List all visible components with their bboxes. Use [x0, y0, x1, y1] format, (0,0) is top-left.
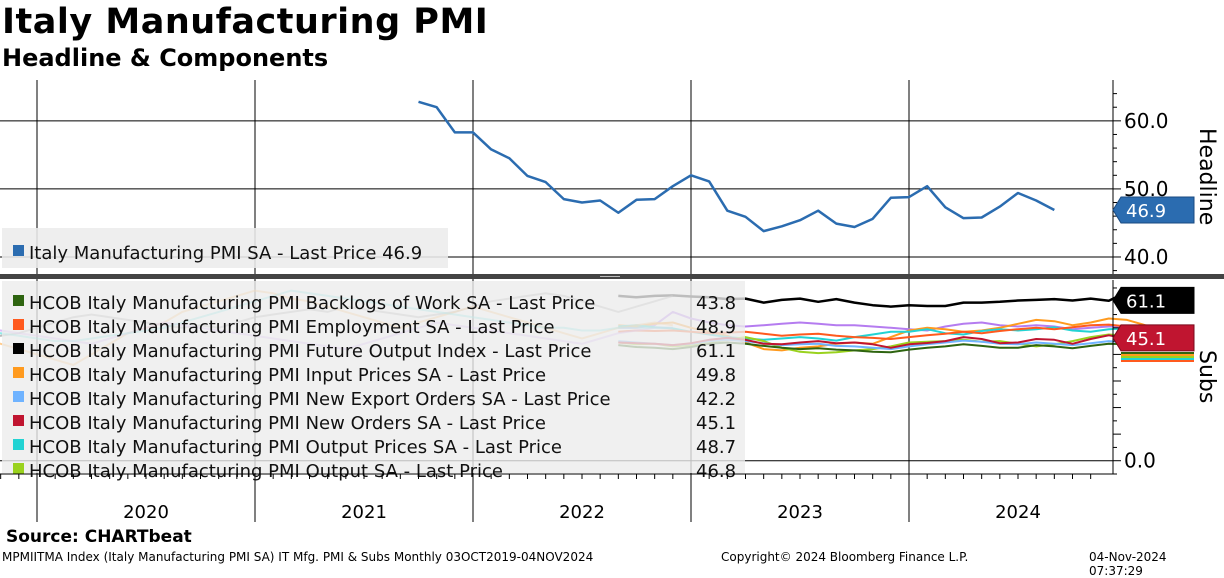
axis-title-subs: Subs [1194, 350, 1219, 403]
footer-index-info: MPMIITMA Index (Italy Manufacturing PMI … [2, 550, 594, 564]
legend-swatch-output [13, 463, 24, 474]
axis-title-headline: Headline [1194, 128, 1219, 225]
headline-line [418, 100, 1055, 233]
legend-value-backlogs: 43.8 [696, 293, 736, 314]
legend-label-outprices: HCOB Italy Manufacturing PMI Output Pric… [29, 437, 562, 458]
chart-subtitle: Headline & Components [2, 44, 329, 72]
tag-neworders: 45.1 [1112, 324, 1195, 352]
tag-stripe-4 [1121, 360, 1194, 362]
x-axis-labels: 2020 2021 2022 2023 2024 [123, 502, 1041, 523]
footer-copyright: Copyright© 2024 Bloomberg Finance L.P. [721, 550, 969, 564]
subs-legend: HCOB Italy Manufacturing PMI Backlogs of… [13, 293, 736, 482]
x-label-2022: 2022 [559, 502, 605, 523]
legend-swatch-future [13, 343, 24, 354]
x-label-2021: 2021 [341, 502, 387, 523]
legend-value-neworders: 45.1 [696, 413, 736, 434]
last-value-tags: 46.9 61.1 45.1 [1112, 196, 1195, 362]
legend-label-neworders: HCOB Italy Manufacturing PMI New Orders … [29, 413, 546, 434]
legend-swatch-input [13, 367, 24, 378]
legend-value-export: 42.2 [696, 389, 736, 410]
headline-series-group [418, 100, 1055, 233]
headline-legend-swatch [13, 245, 24, 256]
legend-swatch-export [13, 391, 24, 402]
tag-stripe-2 [1121, 356, 1194, 358]
legend-label-export: HCOB Italy Manufacturing PMI New Export … [29, 389, 611, 410]
legend-swatch-neworders [13, 415, 24, 426]
headline-legend-box [2, 228, 448, 268]
tag-neworders-text: 45.1 [1126, 329, 1166, 350]
tag-future-shape [1112, 286, 1195, 314]
x-label-2024: 2024 [995, 502, 1041, 523]
chart-title: Italy Manufacturing PMI [2, 2, 489, 42]
tag-future: 61.1 [1112, 286, 1195, 314]
ytick-label-top-2: 40.0 [1124, 245, 1169, 269]
source-label: Source: CHARTbeat [6, 527, 192, 547]
legend-value-employment: 48.9 [696, 317, 736, 338]
tag-stripe-3 [1121, 358, 1194, 360]
legend-label-employment: HCOB Italy Manufacturing PMI Employment … [29, 317, 555, 338]
legend-value-outprices: 48.7 [696, 437, 736, 458]
legend-label-backlogs: HCOB Italy Manufacturing PMI Backlogs of… [29, 293, 595, 314]
legend-value-input: 49.8 [696, 365, 736, 386]
tag-headline-text: 46.9 [1126, 201, 1166, 222]
legend-label-future: HCOB Italy Manufacturing PMI Future Outp… [29, 341, 592, 362]
footer-timestamp: 04-Nov-2024 07:37:29 [1089, 550, 1167, 578]
tag-stripe-0 [1121, 352, 1194, 354]
legend-value-future: 61.1 [696, 341, 736, 362]
headline-legend: Italy Manufacturing PMI SA - Last Price … [13, 243, 422, 264]
legend-swatch-backlogs [13, 295, 24, 306]
tag-stripe-1 [1121, 354, 1194, 356]
tag-neworders-shape [1112, 324, 1195, 352]
tag-headline: 46.9 [1112, 196, 1195, 224]
headline-legend-label: Italy Manufacturing PMI SA - Last Price … [29, 243, 422, 264]
legend-label-output: HCOB Italy Manufacturing PMI Output SA -… [29, 461, 503, 482]
x-label-2023: 2023 [777, 502, 823, 523]
legend-value-output: 46.8 [696, 461, 736, 482]
tag-headline-shape [1112, 196, 1195, 224]
subs-legend-box [2, 281, 745, 473]
pmi-chart: Italy Manufacturing PMI SA - Last Price … [0, 80, 1224, 523]
tag-future-text: 61.1 [1126, 291, 1166, 312]
legend-swatch-employment [13, 319, 24, 330]
legend-label-input: HCOB Italy Manufacturing PMI Input Price… [29, 365, 546, 386]
ytick-label-bottom-0: 0.0 [1124, 449, 1156, 473]
legend-swatch-outprices [13, 439, 24, 450]
x-label-2020: 2020 [123, 502, 169, 523]
ytick-label-top-0: 60.0 [1124, 109, 1169, 133]
